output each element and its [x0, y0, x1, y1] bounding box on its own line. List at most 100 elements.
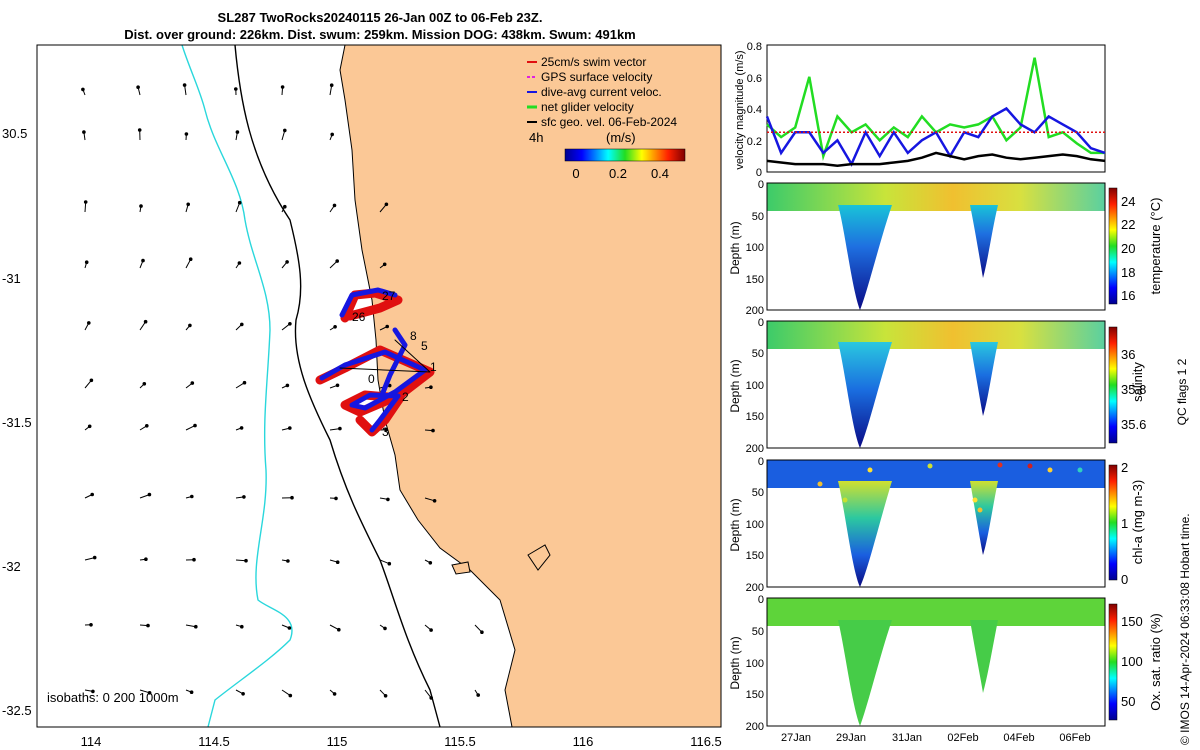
- velocity-arrow-head: [288, 322, 292, 326]
- velocity-arrow-head: [81, 87, 85, 92]
- net-track-line: [339, 339, 431, 373]
- legend-label: sfc geo. vel. 06-Feb-2024: [541, 115, 677, 129]
- time-tick: 29Jan: [836, 732, 866, 744]
- time-axis-ticks: 27Jan 29Jan 31Jan 02Feb 04Feb 06Feb: [781, 732, 1091, 744]
- depth-tick: 50: [752, 211, 764, 223]
- legend-label: dive-avg current veloc.: [541, 85, 662, 99]
- map-y-tick: 30.5: [2, 126, 27, 141]
- depth-label: Depth (m): [728, 221, 742, 274]
- chl-colorbar: [1108, 464, 1118, 581]
- track-day-label: 0: [368, 372, 375, 386]
- chl-point: [977, 507, 983, 513]
- velocity-arrow-head: [429, 696, 434, 700]
- oxygen-intrusion: [838, 620, 892, 726]
- velocity-arrow-head: [139, 204, 143, 208]
- section-frame: [766, 320, 1106, 449]
- velocity-arrow-head: [329, 83, 334, 87]
- surface-layer: [767, 321, 1105, 349]
- velocity-arrow-head: [387, 561, 392, 566]
- island: [451, 561, 471, 575]
- velocity-arrow-head: [286, 559, 290, 563]
- track-day-label: 3: [382, 425, 389, 439]
- velocity-arrow-head: [382, 262, 387, 267]
- velocity-arrow-head: [384, 428, 388, 432]
- map-x-tick: 115.5: [444, 734, 476, 749]
- map-x-tick: 114.5: [198, 734, 230, 749]
- depth-label: Depth (m): [728, 359, 742, 412]
- map-y-tick: -32.5: [2, 703, 32, 718]
- glider-track: 27 26 8 5 1 0 2 3: [315, 287, 437, 439]
- section-frame: [766, 597, 1106, 727]
- isobath-1000m: [181, 44, 293, 728]
- velocity-arrow-head: [89, 378, 94, 383]
- depth-tick: 200: [746, 305, 764, 317]
- surface-layer: [767, 460, 1105, 488]
- velocity-arrow-head: [237, 200, 242, 205]
- map-x-tick: 115: [327, 734, 348, 749]
- salinity-section-panel: 0 50 100 150 200 Depth (m) 36 35.8 35.6 …: [728, 317, 1146, 455]
- map-x-tick: 116.5: [690, 734, 722, 749]
- chl-point: [997, 462, 1003, 468]
- velocity-arrow-head: [432, 499, 437, 503]
- depth-tick: 50: [752, 626, 764, 638]
- velocity-arrow-head: [240, 322, 244, 327]
- velocity-arrow-head: [89, 623, 93, 627]
- fresh-intrusion: [838, 342, 892, 448]
- map-y-tick: -32: [2, 559, 21, 574]
- map-x-tick: 114: [81, 734, 102, 749]
- cb-label: salinity: [1130, 362, 1145, 402]
- velocity-arrow-head: [335, 383, 340, 388]
- vel-y-tick: 0.4: [747, 104, 762, 116]
- velocity-arrow-head: [194, 624, 198, 629]
- chl-point: [842, 497, 848, 503]
- velocity-arrow-head: [137, 128, 142, 132]
- velocity-arrow-head: [144, 557, 148, 561]
- map-panel: 114 114.5 115 115.5 116 116.5 30.5 -31 -…: [2, 44, 722, 749]
- depth-tick: 0: [758, 179, 764, 191]
- dive-avg-track: [319, 287, 428, 433]
- series-line-sfc-geo-vel-: [766, 151, 1106, 167]
- section-frame: [766, 459, 1106, 588]
- velocity-arrow-head: [190, 494, 194, 499]
- velocity-arrow-head: [188, 323, 192, 328]
- chl-high-points: [817, 462, 1083, 513]
- velocity-arrow-head: [383, 626, 387, 631]
- depth-label: Depth (m): [728, 498, 742, 551]
- vel-y-tick: 0.8: [747, 41, 762, 53]
- velocity-arrow-head: [337, 627, 341, 632]
- depth-label: Depth (m): [728, 636, 742, 689]
- depth-tick: 50: [752, 348, 764, 360]
- velocity-arrow-head: [147, 492, 152, 497]
- velocity-arrow-head: [182, 83, 187, 87]
- depth-tick: 0: [758, 317, 764, 329]
- velocity-arrow-head: [83, 200, 88, 204]
- cb-tick: 24: [1121, 194, 1135, 209]
- cb-tick: 36: [1121, 347, 1135, 362]
- cold-intrusion: [838, 205, 892, 310]
- chl-point: [817, 481, 823, 487]
- velocity-arrow-head: [239, 426, 244, 430]
- oxygen-intrusion: [970, 620, 998, 693]
- velocity-arrow-head: [192, 557, 196, 562]
- velocity-arrow-head: [184, 132, 189, 136]
- cb-tick: 16: [1121, 288, 1135, 303]
- time-tick: 04Feb: [1003, 732, 1034, 744]
- velocity-arrow-head: [285, 383, 290, 388]
- velocity-arrow-head: [383, 694, 388, 698]
- cb-tick: 35.8: [1121, 382, 1146, 397]
- depth-tick: 150: [746, 274, 764, 286]
- time-tick: 31Jan: [892, 732, 922, 744]
- map-x-tick: 116: [573, 734, 594, 749]
- vel-y-tick: 0.6: [747, 73, 762, 85]
- velocity-arrow-head: [142, 382, 147, 386]
- velocity-arrow-head: [188, 257, 193, 262]
- velocity-arrow-head: [147, 691, 152, 695]
- cb-tick: 2: [1121, 460, 1128, 475]
- velocity-arrow-head: [332, 203, 337, 208]
- speed-colorbar: [564, 148, 686, 162]
- surface-velocity-arrows: [81, 83, 484, 700]
- surface-layer: [767, 183, 1105, 211]
- time-step-label: 4h: [529, 130, 543, 145]
- velocity-arrow-head: [145, 424, 149, 428]
- chl-point: [1027, 463, 1033, 469]
